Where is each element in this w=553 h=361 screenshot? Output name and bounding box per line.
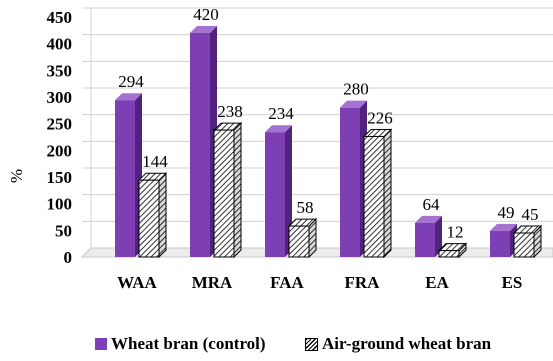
- bar: [415, 222, 435, 257]
- bar: [213, 129, 235, 258]
- data-label: 280: [343, 80, 369, 99]
- x-tick-label: FAA: [270, 273, 304, 292]
- bar-top: [265, 125, 292, 133]
- x-axis: WAA MRA FAA FRA EA ES: [117, 273, 522, 292]
- bar: [288, 225, 310, 258]
- bar: [115, 100, 135, 257]
- bar: [340, 107, 360, 258]
- data-label: 64: [423, 195, 441, 214]
- bar: [363, 135, 385, 258]
- bar-top: [340, 100, 367, 108]
- bar-top: [190, 26, 217, 33]
- y-tick-label: 0: [64, 248, 73, 267]
- legend-swatch-hatch: [305, 337, 318, 351]
- data-labels: 294 144 420 238 234 58 280 226 64 12 49 45: [118, 5, 538, 242]
- bar-side: [158, 171, 167, 259]
- bar: [438, 250, 460, 258]
- y-axis-title: %: [7, 169, 26, 183]
- y-tick-label: 300: [47, 88, 73, 107]
- legend-label-airground: Air-ground wheat bran: [322, 334, 492, 353]
- bar: [265, 132, 285, 257]
- bar-chart: 0 50 100 150 200 250 300 350 400 450 294 144 420 238…: [7, 5, 553, 292]
- y-tick-label: 350: [47, 61, 73, 80]
- legend-label-control: Wheat bran (control): [111, 334, 266, 353]
- y-tick-label: 50: [55, 221, 72, 240]
- y-tick-label: 400: [47, 35, 73, 54]
- data-label: 234: [268, 104, 294, 123]
- bar: [490, 230, 510, 257]
- data-label: 226: [367, 108, 393, 127]
- y-tick-label: 200: [47, 141, 73, 160]
- data-label: 144: [142, 152, 168, 171]
- data-label: 294: [118, 72, 144, 91]
- bar-side: [285, 125, 292, 257]
- data-label: 49: [498, 203, 515, 222]
- bars: [115, 26, 543, 259]
- bar-top: [415, 215, 442, 223]
- y-tick-label: 100: [47, 195, 73, 214]
- x-tick-label: MRA: [192, 273, 233, 292]
- bar-top: [490, 223, 517, 231]
- data-label: 12: [447, 223, 464, 242]
- data-label: 420: [193, 5, 219, 24]
- x-tick-label: ES: [502, 273, 523, 292]
- data-label: 58: [297, 198, 314, 217]
- x-tick-label: EA: [425, 273, 449, 292]
- legend-item-control: Wheat bran (control): [95, 334, 266, 354]
- bar-top: [115, 93, 142, 101]
- legend-swatch-solid: [95, 338, 107, 350]
- x-tick-label: WAA: [117, 273, 157, 292]
- x-tick-label: FRA: [345, 273, 381, 292]
- bar-side: [383, 128, 392, 259]
- bar: [190, 33, 210, 257]
- bar: [513, 232, 535, 258]
- legend-item-airground: Air-ground wheat bran: [305, 334, 491, 354]
- y-tick-label: 150: [47, 168, 73, 187]
- legend: Wheat bran (control) Air-ground wheat br…: [0, 330, 553, 358]
- bar-side: [233, 121, 242, 259]
- y-axis: 0 50 100 150 200 250 300 350 400 450: [47, 8, 73, 267]
- data-label: 238: [217, 102, 243, 121]
- bar: [138, 179, 160, 258]
- y-tick-label: 450: [47, 8, 73, 27]
- data-label: 45: [522, 205, 539, 224]
- bar-side: [435, 215, 442, 257]
- y-tick-label: 250: [47, 115, 73, 134]
